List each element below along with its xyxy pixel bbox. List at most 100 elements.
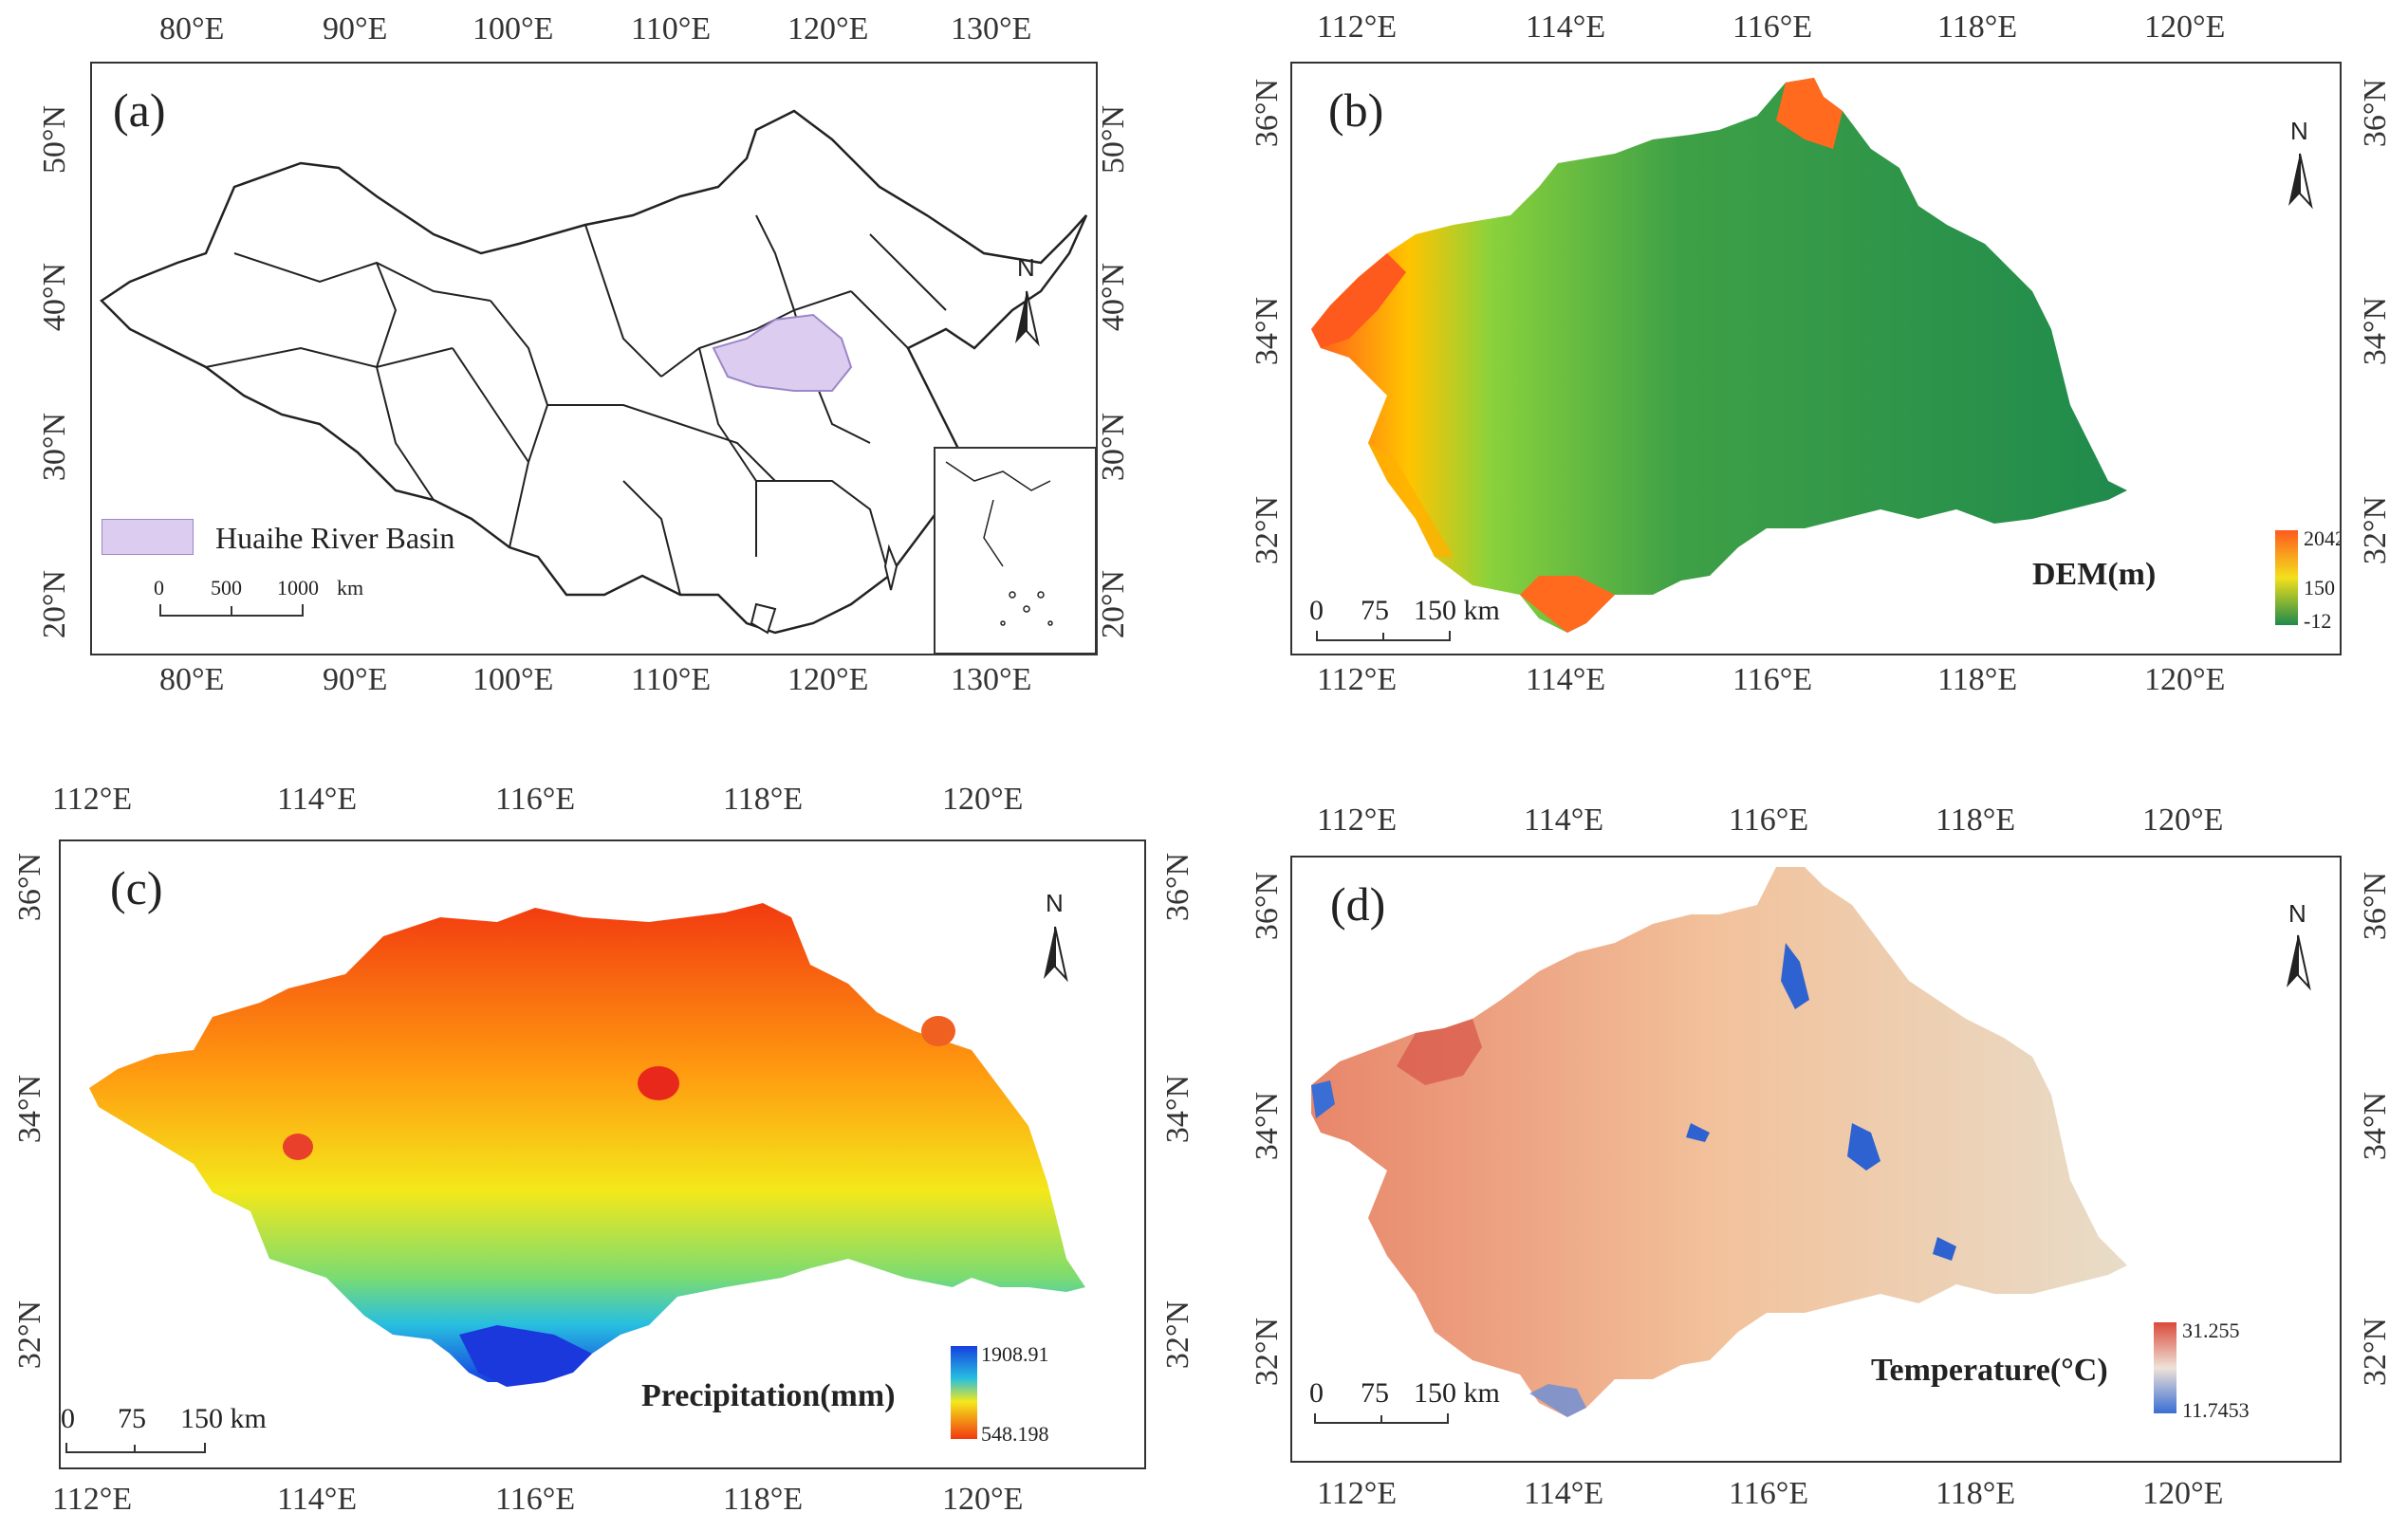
lon-tick: 116°E [495,1482,576,1517]
panel-label: (d) [1330,877,1386,931]
lon-tick: 130°E [951,662,1032,697]
panel-label: (c) [110,861,163,914]
lon-tick: 118°E [1936,1476,2016,1511]
panel-label: (b) [1328,83,1384,137]
lake [1933,1237,1956,1261]
scale-label: 75 [1361,595,1389,626]
scale-label: 0 [1309,1377,1324,1409]
legend-title: Temperature(°C) [1871,1353,2108,1388]
lon-tick: 118°E [1936,802,2016,838]
cool-edge [1529,1384,1586,1417]
lon-tick: 110°E [631,11,712,46]
lon-tick: 100°E [472,11,554,46]
lon-tick: 90°E [323,662,388,697]
lon-tick: 112°E [52,1482,133,1517]
north-label: N [2288,899,2306,928]
north-label: N [2290,117,2308,145]
panel-b: 112°E 114°E 116°E 118°E 120°E 112°E 114°… [1233,0,2408,721]
lat-tick: 36°N [1250,78,1286,148]
scale-bar [1314,1413,1449,1424]
north-label: N [1017,253,1035,282]
lat-tick: 32°N [12,1300,48,1370]
legend-label: Huaihe River Basin [215,521,455,555]
dem-map [1311,78,2313,641]
lon-tick: 112°E [52,782,133,817]
scale-label: 150 km [1414,1377,1500,1409]
lon-tick: 118°E [1937,9,2018,45]
lon-tick: 118°E [723,782,804,817]
legend-max: 2042 [2304,526,2342,550]
rain-hotspot [283,1134,313,1160]
north-arrow-icon [1015,290,1040,347]
legend-max: 31.255 [2182,1319,2240,1342]
temperature-map [1311,867,2311,1424]
lon-tick: 116°E [495,782,576,817]
legend-min: 548.198 [981,1422,1049,1446]
north-arrow-icon [2287,934,2311,991]
lon-tick: 120°E [942,782,1024,817]
lon-tick: 118°E [1937,662,2018,697]
lat-tick: 36°N [1160,852,1196,922]
basin-precipitation [89,903,1085,1382]
lat-tick: 34°N [1250,296,1286,366]
lat-tick: 34°N [1160,1074,1196,1144]
lon-tick: 80°E [159,662,225,697]
map-frame-c: (c) N Precipitation(mm) 1908.91 548.198 … [59,839,1146,1469]
lat-tick: 40°N [1096,262,1132,332]
scale-label: 500 [211,576,242,599]
map-frame-d: (d) N Temperature(°C) 31.255 11.7453 0 7… [1290,856,2342,1463]
scale-label: 1000 [277,576,319,599]
lon-tick: 112°E [1317,1476,1398,1511]
lon-tick: 120°E [2144,9,2226,45]
lat-tick: 50°N [1096,104,1132,175]
china-map [100,109,1096,654]
scale-label: km [337,576,364,599]
basin-dem [1311,78,2127,633]
lat-tick: 34°N [1250,1091,1286,1161]
lat-tick: 34°N [2358,296,2394,366]
scale-label: 0 [1309,595,1324,626]
north-arrow-icon [1044,926,1068,983]
lon-tick: 112°E [1317,662,1398,697]
precipitation-map [65,903,1085,1453]
rain-hotspot [921,1016,955,1046]
scale-bar [1316,631,1451,641]
lake [1781,943,1809,1009]
rain-hotspot [638,1066,679,1100]
lon-tick: 120°E [2142,1476,2224,1511]
legend-title: Precipitation(mm) [641,1378,896,1413]
scale-label: 75 [118,1403,146,1434]
lat-tick: 36°N [1250,871,1286,941]
scale-label: 0 [61,1403,75,1434]
lon-tick: 80°E [159,11,225,46]
rain-south [459,1325,592,1387]
legend-colorbar [2154,1322,2176,1413]
scale-label: 150 km [180,1403,267,1434]
lon-tick: 114°E [277,1482,358,1517]
lon-tick: 112°E [1317,9,1398,45]
map-frame-a: (a) N Huaihe River Basin 0 500 1000 km [90,62,1098,655]
lon-tick: 114°E [277,782,358,817]
legend-colorbar [951,1346,977,1439]
lat-tick: 32°N [1250,495,1286,565]
map-frame-b: (b) N DEM(m) 2042 150 -12 0 75 150 km [1290,62,2342,655]
lon-tick: 120°E [942,1482,1024,1517]
lon-tick: 120°E [787,11,869,46]
huaihe-basin [712,313,853,392]
north-arrow-icon [2288,153,2313,210]
lon-tick: 90°E [323,11,388,46]
north-label: N [1046,889,1064,917]
lat-tick: 50°N [37,104,73,175]
lon-tick: 114°E [1524,802,1604,838]
china-outline [100,109,1088,635]
lon-tick: 120°E [787,662,869,697]
scale-label: 150 km [1414,595,1500,626]
lat-tick: 36°N [12,852,48,922]
lat-tick: 32°N [1160,1300,1196,1370]
lon-tick: 116°E [1729,1476,1809,1511]
lon-tick: 114°E [1524,1476,1604,1511]
scale-label: 0 [154,576,164,599]
cool-edge [1311,1080,1335,1118]
legend-max: 1908.91 [981,1342,1049,1366]
lon-tick: 116°E [1729,802,1809,838]
